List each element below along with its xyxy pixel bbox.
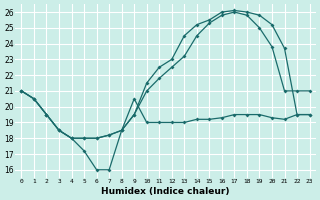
X-axis label: Humidex (Indice chaleur): Humidex (Indice chaleur): [101, 187, 230, 196]
